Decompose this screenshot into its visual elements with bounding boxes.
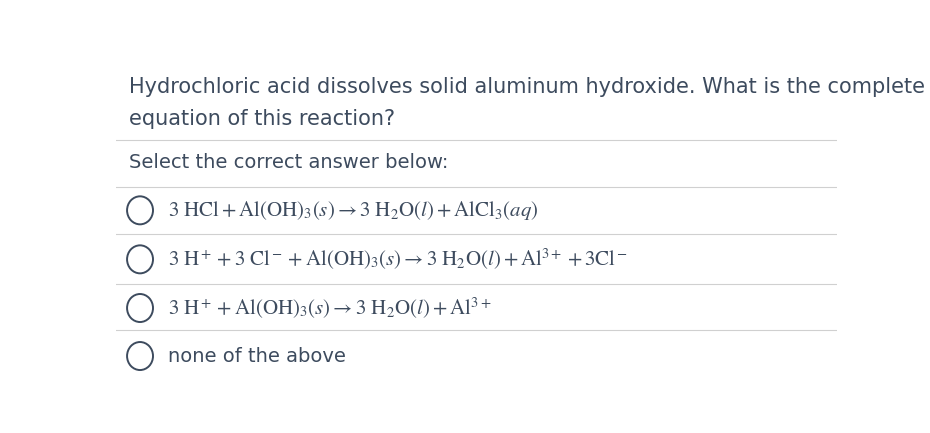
Text: equation of this reaction?: equation of this reaction? [129, 109, 395, 129]
Text: $3\ \mathregular{H}^+ + 3\ \mathregular{Cl}^- + \mathregular{Al(OH)}_3\mathregul: $3\ \mathregular{H}^+ + 3\ \mathregular{… [168, 247, 628, 272]
Text: none of the above: none of the above [168, 346, 346, 365]
Text: $3\ \mathregular{H}^+ + \mathregular{Al(OH)}_3\mathregular{(}s\mathregular{)} \r: $3\ \mathregular{H}^+ + \mathregular{Al(… [168, 295, 492, 320]
Text: Hydrochloric acid dissolves solid aluminum hydroxide. What is the complete ionic: Hydrochloric acid dissolves solid alumin… [129, 77, 930, 97]
Text: $3\ \mathregular{HCl} + \mathregular{Al(OH)}_3\mathregular{(}s\mathregular{)} \r: $3\ \mathregular{HCl} + \mathregular{Al(… [168, 199, 538, 222]
Text: Select the correct answer below:: Select the correct answer below: [129, 153, 448, 172]
